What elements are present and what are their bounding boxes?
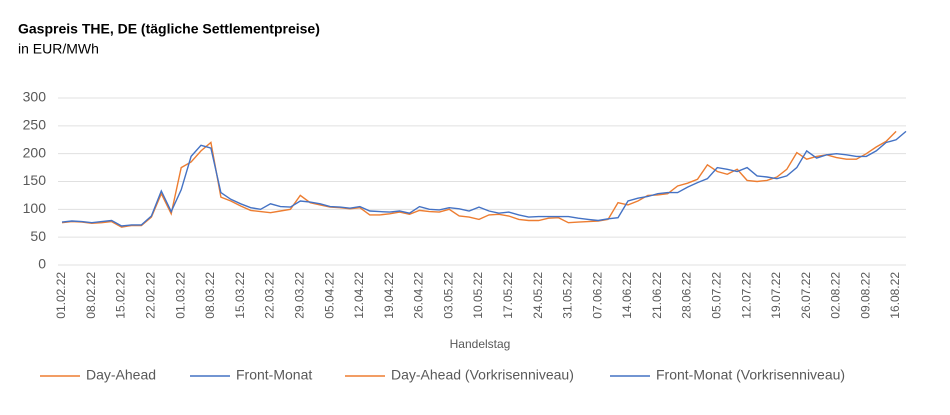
x-tick-label: 19.04.22	[382, 272, 396, 319]
x-tick-label: 19.07.22	[769, 272, 783, 319]
legend-label: Front-Monat (Vorkrisenniveau)	[656, 367, 845, 383]
y-tick-label: 0	[38, 256, 46, 272]
x-tick-label: 29.03.22	[292, 272, 306, 319]
y-tick-label: 250	[23, 117, 47, 133]
x-tick-label: 02.08.22	[829, 272, 843, 319]
x-tick-label: 17.05.22	[501, 272, 515, 319]
x-tick-label: 15.02.22	[114, 272, 128, 319]
x-tick-label: 01.03.22	[173, 272, 187, 319]
legend-label: Front-Monat	[236, 367, 312, 383]
x-tick-label: 15.03.22	[233, 272, 247, 319]
chart-subtitle: in EUR/MWh	[18, 41, 99, 57]
x-tick-label: 05.04.22	[322, 272, 336, 319]
x-tick-label: 05.07.22	[710, 272, 724, 319]
y-tick-label: 50	[30, 228, 46, 244]
x-tick-label: 28.06.22	[680, 272, 694, 319]
x-tick-label: 21.06.22	[650, 272, 664, 319]
x-tick-label: 16.08.22	[888, 272, 902, 319]
y-tick-label: 300	[23, 89, 47, 105]
legend-label: Day-Ahead (Vorkrisenniveau)	[391, 367, 574, 383]
y-tick-label: 100	[23, 200, 47, 216]
x-tick-label: 09.08.22	[858, 272, 872, 319]
y-tick-label: 150	[23, 172, 47, 188]
x-tick-label: 08.02.22	[84, 272, 98, 319]
x-tick-label: 24.05.22	[531, 272, 545, 319]
x-tick-label: 10.05.22	[471, 272, 485, 319]
series-line	[61, 130, 897, 228]
x-tick-label: 08.03.22	[203, 272, 217, 319]
x-tick-label: 22.03.22	[263, 272, 277, 319]
x-tick-label: 26.07.22	[799, 272, 813, 319]
x-tick-label: 22.02.22	[144, 272, 158, 319]
x-tick-label: 07.06.22	[590, 272, 604, 319]
x-tick-label: 14.06.22	[620, 272, 634, 319]
x-tick-label: 26.04.22	[412, 272, 426, 319]
x-tick-label: 12.07.22	[739, 272, 753, 319]
y-tick-label: 200	[23, 144, 47, 160]
x-tick-label: 03.05.22	[441, 272, 455, 319]
chart-title: Gaspreis THE, DE (tägliche Settlementpre…	[18, 21, 320, 37]
x-tick-label: 31.05.22	[561, 272, 575, 319]
x-axis-label: Handelstag	[450, 337, 511, 351]
series-line	[61, 130, 907, 227]
x-tick-label: 01.02.22	[54, 272, 68, 319]
x-tick-label: 12.04.22	[352, 272, 366, 319]
legend-label: Day-Ahead	[86, 367, 156, 383]
